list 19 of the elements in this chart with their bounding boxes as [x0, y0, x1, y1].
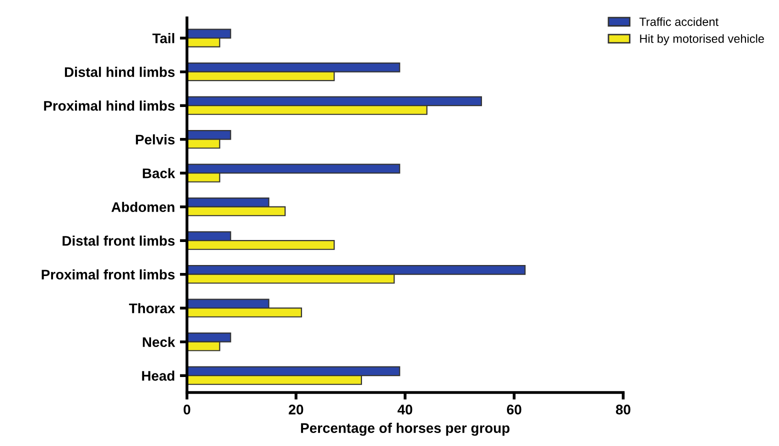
x-tick-label: 80 [616, 404, 630, 414]
y-tick-label: Neck [142, 336, 176, 348]
x-tick-label: 40 [398, 404, 412, 414]
legend-label: Traffic accident [639, 17, 718, 26]
y-tick-label: Abdomen [111, 202, 174, 212]
x-tick-label: 0 [184, 404, 190, 414]
x-tick-label: 60 [506, 404, 522, 414]
y-tick-label: Pelvis [136, 134, 175, 145]
y-tick-label: Distal hind limbs [64, 66, 175, 78]
y-tick-label: Thorax [129, 303, 176, 314]
legend-label: Hit by motorised vehicle [640, 34, 764, 46]
y-tick-label: Proximal front limbs [42, 269, 175, 280]
y-tick-label: Tail [152, 33, 174, 44]
x-tick-label: 20 [288, 404, 304, 414]
y-tick-label: Head [142, 370, 174, 381]
y-tick-label: Back [142, 168, 176, 178]
x-axis-title: Percentage of horses per group [301, 422, 510, 436]
y-tick-label: Distal front limbs [62, 236, 175, 246]
y-tick-label: Proximal hind limbs [44, 100, 175, 111]
